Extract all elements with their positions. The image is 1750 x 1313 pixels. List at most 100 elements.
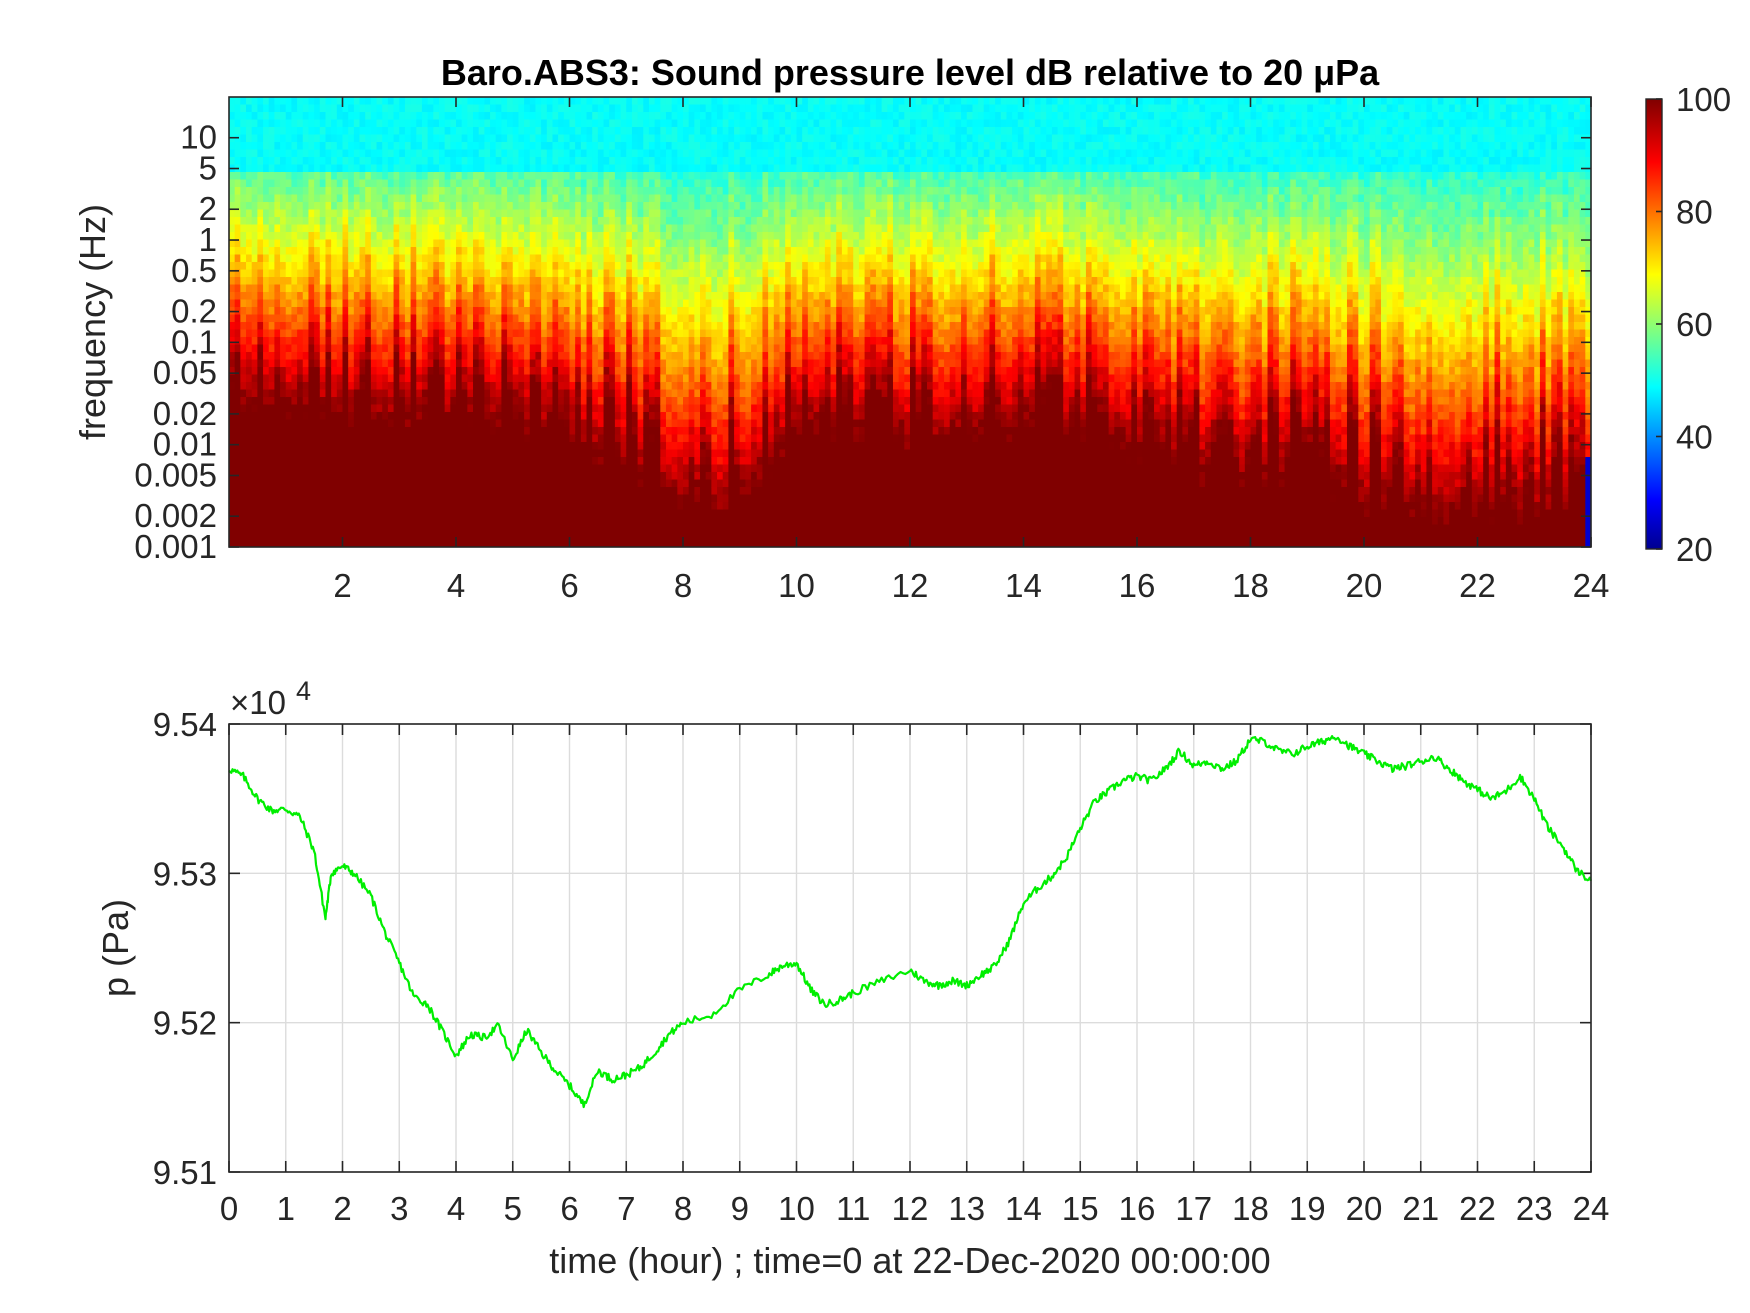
spectrogram-cell xyxy=(535,247,542,256)
spectrogram-cell xyxy=(365,434,372,443)
spectrogram-cell xyxy=(251,269,258,278)
spectrogram-cell xyxy=(490,209,497,218)
spectrogram-cell xyxy=(353,322,361,331)
spectrogram-cell xyxy=(331,172,338,181)
spectrogram-cell xyxy=(648,502,656,511)
spectrogram-cell xyxy=(529,209,537,218)
spectrogram-cell xyxy=(592,119,599,128)
spectrogram-cell xyxy=(478,517,485,526)
spectrogram-cell xyxy=(558,539,565,547)
spectrogram-cell xyxy=(393,532,400,541)
spectrogram-cell xyxy=(597,509,605,518)
spectrogram-cell xyxy=(410,457,417,466)
spectrogram-cell xyxy=(444,262,451,271)
spectrogram-cell xyxy=(490,149,497,158)
spectrogram-cell xyxy=(688,164,695,173)
spectrogram-cell xyxy=(677,457,684,466)
spectrogram-cell xyxy=(353,412,361,421)
spectrogram-cell xyxy=(694,337,701,346)
spectrogram-cell xyxy=(251,194,258,203)
spectrogram-cell xyxy=(450,262,457,271)
spectrogram-cell xyxy=(473,142,480,151)
spectrogram-cell xyxy=(285,359,293,368)
spectrogram-cell xyxy=(376,134,383,143)
spectrogram-cell xyxy=(308,539,315,547)
spectrogram-cell xyxy=(297,539,304,547)
spectrogram-cell xyxy=(274,262,281,271)
spectrogram-cell xyxy=(512,209,520,218)
spectrogram-cell xyxy=(263,119,270,128)
spectrogram-cell xyxy=(609,322,616,331)
spectrogram-cell xyxy=(529,502,537,511)
spectrogram-cell xyxy=(580,487,588,496)
spectrogram-cell xyxy=(552,194,559,203)
spectrogram-cell xyxy=(274,367,281,376)
spectrogram-cell xyxy=(694,104,701,113)
spectrogram-cell xyxy=(609,187,616,196)
spectrogram-cell xyxy=(495,352,502,361)
spectrogram-cell xyxy=(694,419,701,428)
spectrogram-cell xyxy=(382,502,389,511)
spectrogram-cell xyxy=(603,539,610,547)
spectrogram-cell xyxy=(512,329,520,338)
spectrogram-cell xyxy=(654,119,661,128)
spectrogram-cell xyxy=(229,157,236,166)
spectrogram-cell xyxy=(280,374,287,383)
spectrogram-cell xyxy=(654,269,661,278)
spectrogram-cell xyxy=(541,389,548,398)
spectrogram-cell xyxy=(444,487,451,496)
spectrogram-cell xyxy=(234,464,241,473)
spectrogram-cell xyxy=(512,292,520,301)
spectrogram-cell xyxy=(529,397,537,406)
spectrogram-cell xyxy=(234,134,241,143)
spectrogram-cell xyxy=(308,142,315,151)
spectrogram-cell xyxy=(331,179,338,188)
spectrogram-cell xyxy=(631,142,639,151)
spectrogram-cell xyxy=(478,509,485,518)
spectrogram-cell xyxy=(654,202,661,211)
spectrogram-cell xyxy=(490,419,497,428)
spectrogram-cell xyxy=(592,434,599,443)
spectrogram-cell xyxy=(660,457,667,466)
spectrogram-cell xyxy=(637,524,644,533)
spectrogram-cell xyxy=(234,352,241,361)
spectrogram-cell xyxy=(433,127,440,136)
spectrogram-cell xyxy=(529,112,537,121)
spectrogram-cell xyxy=(592,449,599,458)
spectrogram-cell xyxy=(688,509,695,518)
spectrogram-cell xyxy=(484,442,491,451)
spectrogram-cell xyxy=(524,457,531,466)
spectrogram-cell xyxy=(325,179,332,188)
spectrogram-cell xyxy=(478,284,485,293)
spectrogram-cell xyxy=(365,269,372,278)
spectrogram-cell xyxy=(603,329,610,338)
spectrogram-cell xyxy=(325,164,332,173)
spectrogram-cell xyxy=(365,329,372,338)
spectrogram-cell xyxy=(586,479,593,488)
spectrogram-cell xyxy=(518,254,525,263)
spectrogram-cell xyxy=(631,194,639,203)
spectrogram-cell xyxy=(529,472,537,481)
spectrogram-cell xyxy=(637,382,644,391)
spectrogram-cell xyxy=(558,479,565,488)
spectrogram-cell xyxy=(325,262,332,271)
spectrogram-cell xyxy=(433,172,440,181)
spectrogram-cell xyxy=(535,284,542,293)
spectrogram-cell xyxy=(427,412,434,421)
spectrogram-cell xyxy=(421,314,429,323)
spectrogram-cell xyxy=(421,217,429,226)
spectrogram-cell xyxy=(597,457,605,466)
spectrogram-cell xyxy=(325,239,332,248)
spectrogram-cell xyxy=(501,329,508,338)
spectrogram-cell xyxy=(308,172,315,181)
spectrogram-cell xyxy=(404,104,412,113)
spectrogram-cell xyxy=(575,404,582,413)
spectrogram-cell xyxy=(302,217,310,226)
spectrogram-cell xyxy=(490,487,497,496)
spectrogram-cell xyxy=(404,404,412,413)
spectrogram-cell xyxy=(416,127,423,136)
spectrogram-cell xyxy=(461,412,468,421)
spectrogram-cell xyxy=(620,164,627,173)
spectrogram-cell xyxy=(456,232,463,241)
spectrogram-cell xyxy=(461,509,468,518)
